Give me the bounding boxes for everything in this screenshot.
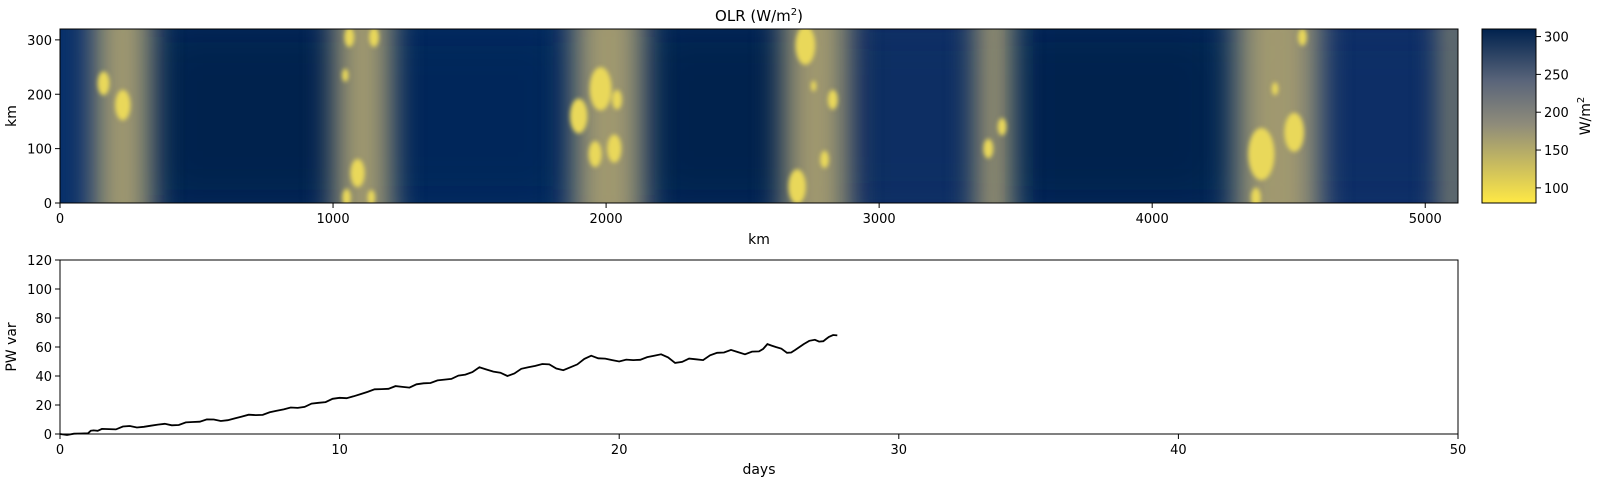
heatmap-bright-cell [810, 80, 817, 92]
heatmap-background-region [131, 29, 372, 203]
line-y-tick-label: 40 [35, 370, 52, 385]
colorbar-label: W/m2 [1576, 97, 1594, 136]
heatmap-bright-cell [350, 158, 365, 188]
colorbar-ticks: 100 150 200 250 300 [1536, 31, 1569, 197]
heatmap-bright-cell [570, 98, 588, 134]
heatmap-bright-cell [1284, 112, 1305, 152]
line-x-tick-label: 30 [891, 443, 908, 458]
line-y-axis: 0 20 40 60 80 100 120 [27, 254, 60, 443]
heatmap-bright-cell [820, 150, 829, 169]
line-x-label: days [742, 462, 775, 478]
line-y-label: PW var [4, 322, 20, 372]
heatmap-bright-cell [1297, 29, 1307, 46]
colorbar-tick-label: 150 [1544, 144, 1569, 159]
colorbar-tick-label: 250 [1544, 68, 1569, 83]
line-y-tick-label: 0 [44, 428, 52, 443]
line-y-tick-label: 20 [35, 399, 52, 414]
heatmap-bright-cell [115, 89, 131, 121]
line-x-tick-label: 10 [331, 443, 348, 458]
heatmap-bright-cell [607, 134, 622, 163]
heatmap-x-tick-label: 0 [56, 212, 64, 227]
heatmap-bright-cell [827, 89, 838, 110]
line-x-tick-label: 40 [1170, 443, 1187, 458]
heatmap-bright-cell [342, 188, 352, 203]
heatmap-bright-cell [1251, 187, 1261, 203]
colorbar: 100 150 200 250 300 W/m2 [1481, 28, 1594, 204]
heatmap-y-tick-label: 0 [44, 197, 52, 212]
heatmap-y-tick-label: 300 [27, 34, 52, 49]
heatmap-x-tick-label: 3000 [863, 212, 896, 227]
heatmap-bright-cell [369, 29, 379, 47]
heatmap-bright-cell [1248, 127, 1275, 181]
heatmap-bright-cell [788, 169, 806, 203]
line-y-tick-label: 100 [27, 283, 52, 298]
heatmap-bright-cell [344, 29, 355, 47]
line-panel: 0 10 20 30 40 50 0 20 40 60 80 100 120 days PW var [4, 254, 1466, 478]
heatmap-bright-cell [1271, 82, 1279, 96]
heatmap-panel: OLR (W/m2) 0 1000 2000 3000 4000 5000 0 100 200… [4, 7, 1459, 248]
heatmap-y-tick-label: 100 [27, 143, 52, 158]
heatmap-bright-cell [97, 71, 110, 96]
heatmap-background-region [1004, 29, 1245, 203]
colorbar-tick-label: 300 [1544, 31, 1569, 46]
heatmap-cloud-core [981, 29, 1007, 203]
heatmap-bright-cell [983, 138, 994, 159]
pw-var-line [59, 334, 838, 436]
heatmap-bright-cell [795, 29, 816, 65]
heatmap-bright-cell [588, 141, 602, 168]
line-y-tick-label: 120 [27, 254, 52, 269]
heatmap-x-tick-label: 1000 [317, 212, 350, 227]
heatmap-bright-cell [612, 89, 622, 110]
heatmap-x-tick-label: 5000 [1409, 212, 1442, 227]
heatmap-x-axis: 0 1000 2000 3000 4000 5000 [56, 203, 1442, 227]
colorbar-tick-label: 100 [1544, 182, 1569, 197]
colorbar-tick-label: 200 [1544, 106, 1569, 121]
heatmap-x-tick-label: 2000 [590, 212, 623, 227]
line-y-tick-label: 60 [35, 341, 52, 356]
heatmap-bright-cell [367, 189, 376, 203]
heatmap-bright-cell [589, 67, 612, 111]
heatmap-cloud-core [583, 29, 634, 203]
heatmap-x-label: km [748, 232, 770, 248]
heatmap-cloud-core [1445, 29, 1458, 203]
line-y-tick-label: 80 [35, 312, 52, 327]
heatmap-y-axis: 0 100 200 300 [27, 34, 60, 212]
colorbar-gradient [1481, 28, 1537, 204]
line-x-tick-label: 20 [611, 443, 628, 458]
line-x-tick-label: 0 [56, 443, 64, 458]
line-plot-frame [59, 259, 1459, 435]
heatmap-x-tick-label: 4000 [1136, 212, 1169, 227]
heatmap-title: OLR (W/m2) [715, 7, 803, 25]
heatmap-y-label: km [4, 105, 20, 127]
heatmap-frame [59, 28, 1459, 204]
line-x-axis: 0 10 20 30 40 50 [56, 434, 1466, 458]
heatmap-bright-cell [997, 118, 1007, 136]
line-x-tick-label: 50 [1450, 443, 1467, 458]
heatmap-bright-cell [342, 68, 349, 82]
heatmap-y-tick-label: 200 [27, 88, 52, 103]
heatmap-image [60, 29, 1458, 203]
